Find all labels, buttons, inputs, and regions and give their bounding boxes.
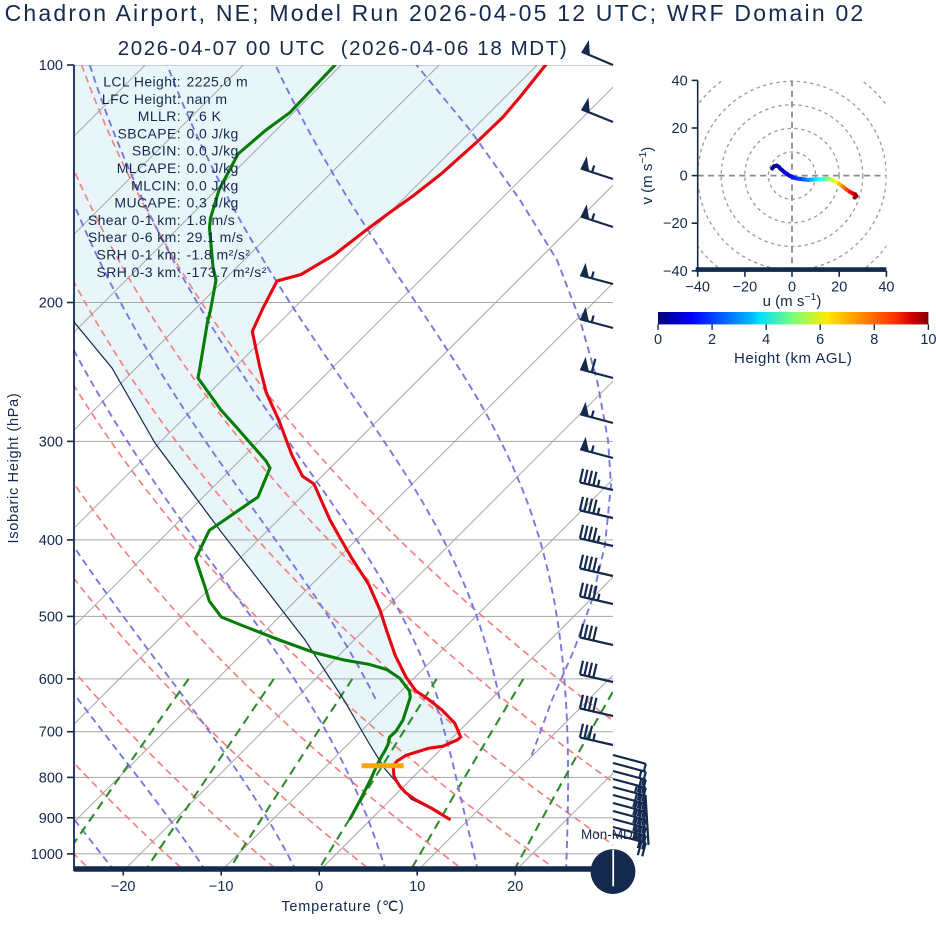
svg-text:600: 600 xyxy=(39,672,63,688)
svg-text:0: 0 xyxy=(654,332,662,348)
svg-text:10: 10 xyxy=(409,879,425,895)
svg-text:LCL Height:: LCL Height: xyxy=(103,74,181,90)
svg-text:0: 0 xyxy=(315,879,323,895)
svg-text:SRH 0-1 km:: SRH 0-1 km: xyxy=(96,247,181,263)
svg-text:−40: −40 xyxy=(685,279,710,295)
svg-text:10: 10 xyxy=(920,332,936,348)
svg-text:2026-04-07 00 UTC (2026-04-06: 2026-04-07 00 UTC (2026-04-06 18 MDT) xyxy=(118,37,569,60)
svg-text:-173.7 m²/s²: -173.7 m²/s² xyxy=(187,264,267,280)
svg-text:500: 500 xyxy=(39,609,63,625)
svg-text:300: 300 xyxy=(39,434,63,450)
svg-text:400: 400 xyxy=(39,533,63,549)
svg-text:20: 20 xyxy=(831,279,847,295)
svg-text:8: 8 xyxy=(870,332,878,348)
svg-text:20: 20 xyxy=(672,121,688,137)
svg-text:Temperature (℃): Temperature (℃) xyxy=(281,899,404,915)
svg-text:SBCAPE:: SBCAPE: xyxy=(118,125,182,141)
svg-text:MUCAPE:: MUCAPE: xyxy=(114,195,181,211)
svg-text:MLCIN:: MLCIN: xyxy=(131,177,181,193)
svg-text:Shear 0-6 km:: Shear 0-6 km: xyxy=(88,229,181,245)
svg-text:900: 900 xyxy=(39,811,63,827)
svg-text:−20: −20 xyxy=(663,216,688,232)
svg-text:Height (km AGL): Height (km AGL) xyxy=(734,350,852,367)
svg-text:0.0 J/kg: 0.0 J/kg xyxy=(187,125,239,141)
svg-text:0: 0 xyxy=(680,169,688,185)
svg-text:6: 6 xyxy=(816,332,824,348)
svg-text:SBCIN:: SBCIN: xyxy=(132,143,181,159)
svg-text:100: 100 xyxy=(39,58,63,74)
svg-text:29.1 m/s: 29.1 m/s xyxy=(187,229,244,245)
svg-text:0.0 J/kg: 0.0 J/kg xyxy=(187,160,239,176)
svg-text:40: 40 xyxy=(672,73,688,89)
svg-text:0.3 J/kg: 0.3 J/kg xyxy=(187,195,239,211)
svg-text:MLLR:: MLLR: xyxy=(138,108,181,124)
svg-text:−20: −20 xyxy=(111,879,136,895)
svg-text:800: 800 xyxy=(39,770,63,786)
svg-text:2: 2 xyxy=(708,332,716,348)
svg-text:0.0 J/kg: 0.0 J/kg xyxy=(187,177,239,193)
svg-text:20: 20 xyxy=(507,879,523,895)
svg-text:−10: −10 xyxy=(209,879,234,895)
svg-text:4: 4 xyxy=(762,332,770,348)
svg-text:200: 200 xyxy=(39,296,63,312)
svg-text:0.0 J/kg: 0.0 J/kg xyxy=(187,143,239,159)
svg-text:1.8 m/s: 1.8 m/s xyxy=(187,212,236,228)
svg-text:SRH 0-3 km:: SRH 0-3 km: xyxy=(96,264,181,280)
svg-text:Chadron Airport, NE; Model Run: Chadron Airport, NE; Model Run 2026-04-0… xyxy=(5,0,866,26)
svg-text:1000: 1000 xyxy=(31,847,63,863)
svg-text:Shear 0-1 km:: Shear 0-1 km: xyxy=(88,212,181,228)
svg-text:Isobaric Height (hPa): Isobaric Height (hPa) xyxy=(6,393,22,544)
svg-text:MLCAPE:: MLCAPE: xyxy=(117,160,181,176)
svg-text:LFC Height:: LFC Height: xyxy=(102,91,181,107)
svg-text:700: 700 xyxy=(39,725,63,741)
svg-text:2225.0 m: 2225.0 m xyxy=(187,74,249,90)
svg-text:−20: −20 xyxy=(733,279,758,295)
svg-text:0: 0 xyxy=(788,279,796,295)
svg-text:−40: −40 xyxy=(663,264,688,280)
svg-text:nan m: nan m xyxy=(187,91,228,107)
svg-text:-1.8 m²/s²: -1.8 m²/s² xyxy=(187,247,251,263)
svg-text:Mon-MDT: Mon-MDT xyxy=(581,827,641,842)
svg-text:40: 40 xyxy=(878,279,894,295)
svg-text:7.6 K: 7.6 K xyxy=(187,108,222,124)
